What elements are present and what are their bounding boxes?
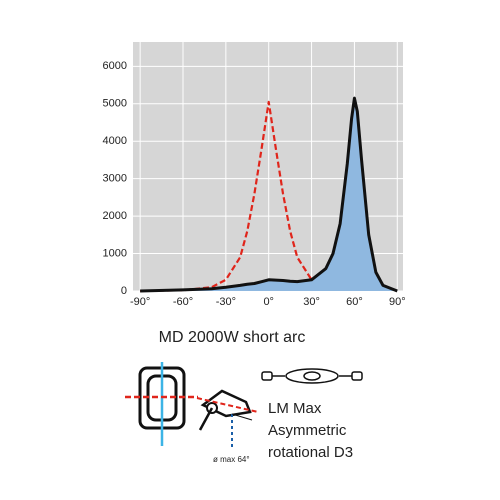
- x-tick-label: 30°: [303, 296, 320, 308]
- y-tick-label: 5000: [103, 98, 127, 110]
- y-tick-label: 6000: [103, 60, 127, 72]
- beam-note: ø max 64°: [213, 455, 250, 464]
- y-tick-label: 1000: [103, 247, 127, 259]
- description-line: rotational D3: [268, 444, 353, 461]
- caption: MD 2000W short arc: [159, 329, 306, 346]
- area: [140, 98, 398, 292]
- x-tick-label: -90°: [130, 296, 150, 308]
- description-line: LM Max: [268, 400, 322, 417]
- luminaire-side: [196, 389, 259, 450]
- y-tick-label: 2000: [103, 210, 127, 222]
- series-line: [140, 96, 398, 293]
- lamp: [261, 368, 363, 384]
- x-tick-label: 0°: [263, 296, 274, 308]
- x-tick-label: 60°: [346, 296, 363, 308]
- x-tick-label: -60°: [173, 296, 193, 308]
- y-tick-label: 0: [121, 285, 127, 297]
- description-line: Asymmetric: [268, 422, 347, 439]
- y-tick-label: 3000: [103, 173, 127, 185]
- x-tick-label: -30°: [216, 296, 236, 308]
- x-tick-label: 90°: [389, 296, 406, 308]
- luminaire-front: [125, 362, 198, 446]
- y-tick-label: 4000: [103, 135, 127, 147]
